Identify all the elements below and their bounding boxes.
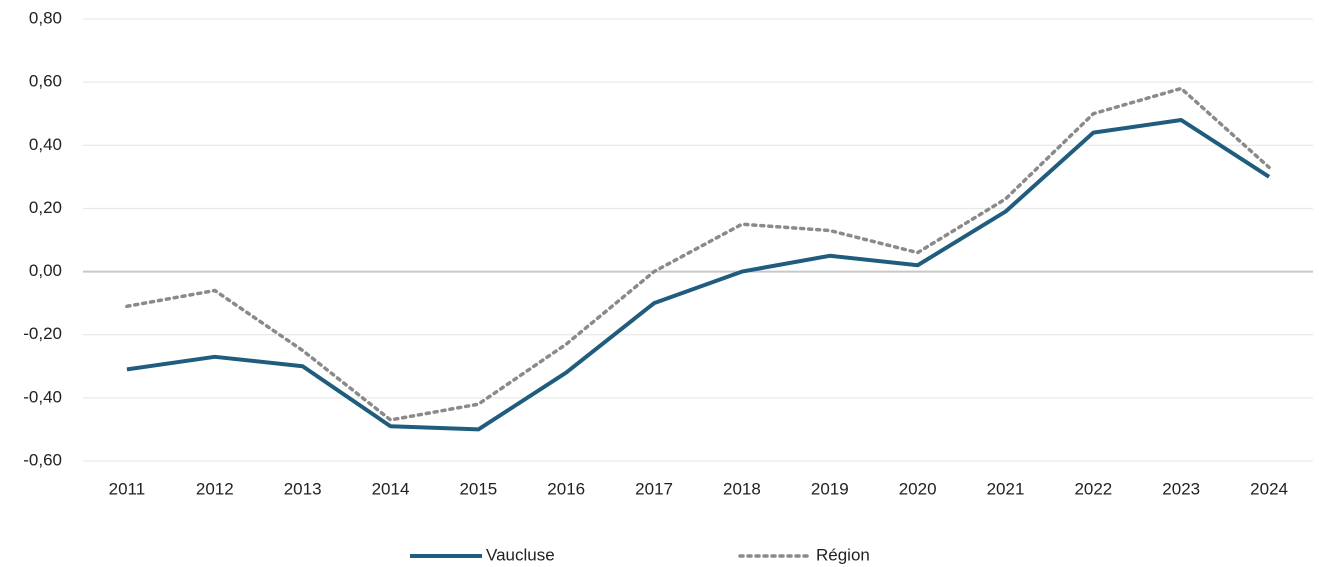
series-line xyxy=(125,86,1271,422)
x-tick-label: 2020 xyxy=(899,479,937,498)
y-tick-label: -0,20 xyxy=(23,324,62,343)
y-tick-label: -0,60 xyxy=(23,450,62,469)
y-tick-label: 0,40 xyxy=(29,135,62,154)
x-tick-label: 2019 xyxy=(811,479,849,498)
x-tick-label: 2016 xyxy=(547,479,585,498)
x-tick-label: 2011 xyxy=(109,479,146,498)
x-tick-label: 2023 xyxy=(1162,479,1200,498)
legend-label: Vaucluse xyxy=(486,545,555,564)
x-tick-label: 2018 xyxy=(723,479,761,498)
x-tick-label: 2015 xyxy=(459,479,497,498)
x-tick-label: 2014 xyxy=(372,479,410,498)
x-tick-label: 2017 xyxy=(635,479,673,498)
x-tick-label: 2021 xyxy=(987,479,1025,498)
y-tick-label: 0,00 xyxy=(29,261,62,280)
x-tick-label: 2013 xyxy=(284,479,322,498)
legend-label: Région xyxy=(816,545,870,564)
y-tick-label: 0,60 xyxy=(29,72,62,91)
y-tick-label: -0,40 xyxy=(23,387,62,406)
x-tick-label: 2024 xyxy=(1250,479,1288,498)
series-line xyxy=(126,118,1271,432)
y-tick-label: 0,20 xyxy=(29,198,62,217)
x-tick-label: 2022 xyxy=(1074,479,1112,498)
x-tick-label: 2012 xyxy=(196,479,234,498)
y-tick-label: 0,80 xyxy=(29,8,62,27)
